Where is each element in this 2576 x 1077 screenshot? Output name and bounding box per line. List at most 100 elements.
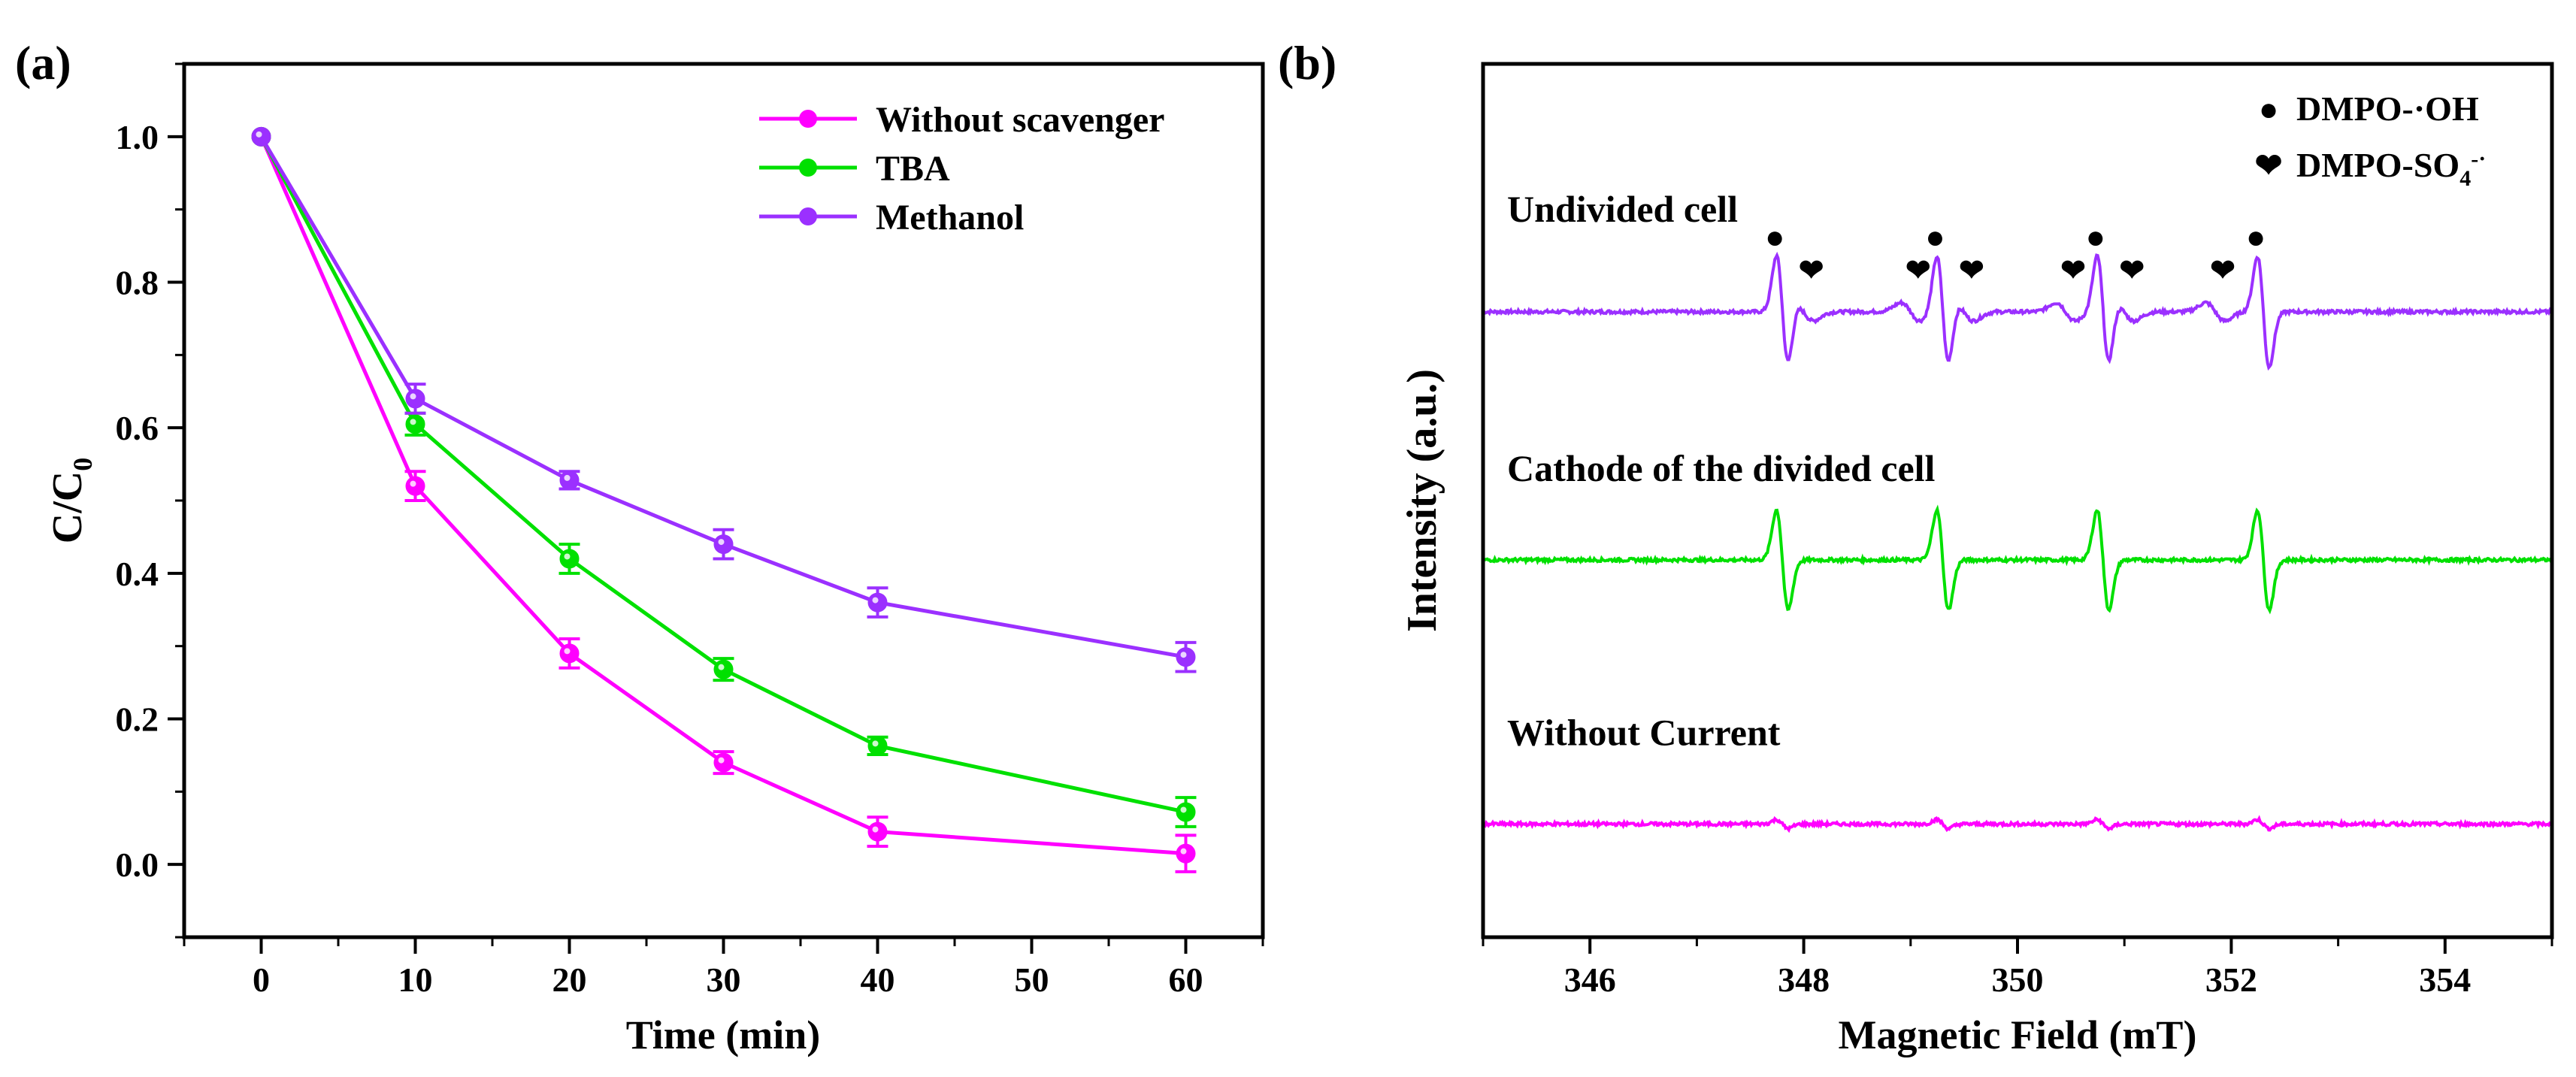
panel-b-legend-marker: ● — [2259, 91, 2279, 128]
panel-a-data-point-highlight — [872, 826, 879, 833]
panel-b-legend-label: DMPO-SO4-· — [2296, 146, 2486, 191]
panel-b-series-label: Without Current — [1507, 711, 1781, 753]
panel-a-data-point — [1176, 802, 1196, 822]
panel-a-data-point-highlight — [872, 597, 879, 604]
panel-a-legend-label: Without scavenger — [876, 100, 1164, 140]
panel-b-so4-peak-marker: ❤ — [1906, 253, 1931, 287]
panel-b-legend-label-main: DMPO-·OH — [2296, 89, 2479, 128]
panel-a-series — [251, 126, 1197, 873]
panel-b-so4-peak-marker: ❤ — [1799, 253, 1824, 287]
panel-a-data-point-highlight — [1180, 806, 1187, 813]
panel-a-y-tick-label: 1.0 — [116, 118, 159, 156]
panel-b-oh-peak-marker: ● — [1765, 219, 1785, 256]
panel-b-x-tick-label: 352 — [2205, 961, 2257, 999]
panel-a-data-point — [867, 821, 888, 842]
panel-a-data-point-highlight — [1180, 652, 1187, 658]
panel-b-y-axis-label: Intensity (a.u.) — [1399, 369, 1445, 632]
panel-a-y-tick-label: 0.2 — [116, 700, 159, 739]
panel-a-data-point-highlight — [718, 539, 725, 546]
panel-a-legend-label: TBA — [876, 149, 950, 189]
panel-a-data-point-highlight — [872, 740, 879, 747]
panel-b-ticks: 346 348 350 352 354 — [1482, 937, 2553, 999]
panel-b-x-tick-label: 350 — [1992, 961, 2044, 999]
panel-b-series: Undivided cell Cathode of the divided cel… — [1482, 188, 2553, 833]
panel-a-y-axis-label-subscript: 0 — [68, 458, 98, 471]
panel-b-spectrum-line — [1482, 504, 2553, 615]
panel-a-data-point-highlight — [1180, 848, 1187, 855]
panel-a-data-point-highlight — [564, 648, 571, 655]
panel-a-frame — [182, 62, 1265, 939]
panel-b-spectrum-line — [1482, 251, 2553, 371]
panel-b-series-label: Cathode of the divided cell — [1507, 447, 1936, 489]
panel-a-data-point — [867, 592, 888, 613]
panel-a-data-point-highlight — [410, 480, 416, 487]
panel-a-data-point — [1176, 647, 1196, 667]
panel-b-so4-peak-marker: ❤ — [2210, 253, 2235, 287]
panel-a-x-tick-label: 10 — [398, 961, 433, 999]
panel-a-legend-marker — [799, 207, 817, 225]
panel-a-data-point-highlight — [564, 553, 571, 560]
panel-a-legend-label: Methanol — [876, 198, 1024, 237]
panel-a-data-point — [405, 414, 425, 434]
panel-a-x-tick-label: 30 — [707, 961, 741, 999]
panel-a-y-tick-label: 0.4 — [116, 555, 159, 593]
panel-a-data-point — [559, 643, 580, 664]
panel-b-legend-label: DMPO-·OH — [2296, 89, 2479, 128]
panel-a-x-tick-label: 0 — [253, 961, 270, 999]
panel-a-data-point-highlight — [718, 757, 725, 764]
panel-b-legend-label-main: DMPO-SO — [2296, 146, 2459, 184]
panel-a-y-axis-label-group: C/C0 — [44, 458, 98, 543]
panel-a-data-point — [713, 752, 734, 773]
panel-a-data-point — [251, 126, 271, 147]
panel-b-series-label: Undivided cell — [1507, 188, 1738, 230]
panel-a-ticks: 0 10 20 30 40 50 60 0.0 0.2 0.4 0.6 0.8 1.0 — [116, 62, 1264, 999]
panel-a-data-point-highlight — [718, 664, 725, 670]
panel-a-data-point-highlight — [410, 419, 416, 425]
panel-a-x-axis-label: Time (min) — [626, 1012, 820, 1057]
panel-a-legend: Without scavenger TBA Methanol — [759, 100, 1164, 237]
panel-b-legend-marker: ❤ — [2255, 147, 2283, 184]
panel-a-data-point-highlight — [564, 474, 571, 481]
panel-a-x-tick-label: 50 — [1015, 961, 1049, 999]
panel-a-chart: 0 10 20 30 40 50 60 0.0 0.2 0.4 0.6 0.8 1.0 Time (mi… — [44, 62, 1265, 1057]
panel-b-x-tick-label: 354 — [2419, 961, 2471, 999]
panel-a-data-point-highlight — [256, 131, 262, 138]
panel-a-series-line — [259, 135, 1187, 814]
panel-a-legend-marker — [799, 110, 817, 128]
panel-b-x-tick-label: 346 — [1564, 961, 1616, 999]
panel-a-y-axis-label: C/C — [44, 471, 91, 543]
panel-b-so4-peak-marker: ❤ — [1959, 253, 1984, 287]
panel-b-oh-peak-marker: ● — [1925, 219, 1945, 256]
panel-b-oh-peak-marker: ● — [2085, 219, 2105, 256]
panel-b-spectrum-line — [1482, 815, 2553, 833]
panel-b-legend-label-sup: -· — [2471, 147, 2486, 171]
panel-b-so4-peak-marker: ❤ — [2060, 253, 2086, 287]
panel-a-data-point — [405, 476, 425, 496]
panel-a-y-tick-label: 0.8 — [116, 264, 159, 302]
panel-b-oh-peak-marker: ● — [2246, 219, 2266, 256]
panel-a-data-point — [559, 549, 580, 569]
panel-a-series-line — [259, 135, 1186, 856]
panel-a-y-tick-label: 0.6 — [116, 409, 159, 447]
panel-b-so4-peak-marker: ❤ — [2119, 253, 2145, 287]
svg-text:C/C0: C/C0 — [44, 458, 98, 543]
panel-a-series-line — [259, 135, 1186, 659]
panel-b-x-tick-label: 348 — [1778, 961, 1830, 999]
panel-a-x-tick-label: 40 — [861, 961, 895, 999]
panel-b-label: (b) — [1278, 36, 1336, 89]
panel-a-data-point — [867, 736, 888, 756]
panel-a-x-tick-label: 20 — [552, 961, 587, 999]
panel-a-data-point — [1176, 843, 1196, 864]
panel-a-data-point — [559, 470, 580, 490]
panel-b-x-axis-label: Magnetic Field (mT) — [1839, 1012, 2197, 1057]
panel-b-chart: 346 348 350 352 354 Undivided cell Cathode of… — [1399, 62, 2554, 1057]
panel-a-x-tick-label: 60 — [1169, 961, 1203, 999]
panel-b-legend-label-sub: 4 — [2459, 166, 2471, 191]
panel-a-data-point — [713, 534, 734, 555]
panel-b-frame — [1481, 62, 2554, 939]
panel-a-data-point — [713, 659, 734, 679]
panel-a-data-point-highlight — [410, 393, 416, 400]
panel-b-legend: ● DMPO-·OH ❤ DMPO-SO4-· — [2255, 89, 2487, 191]
panel-a-label: (a) — [15, 36, 71, 89]
